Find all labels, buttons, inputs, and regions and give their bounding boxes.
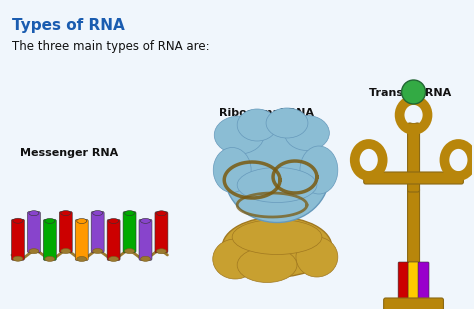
Ellipse shape — [61, 210, 71, 216]
Ellipse shape — [232, 219, 322, 255]
Ellipse shape — [93, 210, 103, 215]
FancyBboxPatch shape — [123, 212, 136, 252]
FancyBboxPatch shape — [408, 188, 419, 267]
Text: Ribosomal RNA: Ribosomal RNA — [219, 108, 314, 118]
Ellipse shape — [213, 147, 251, 193]
Ellipse shape — [225, 128, 329, 222]
FancyBboxPatch shape — [91, 211, 104, 252]
FancyBboxPatch shape — [364, 172, 464, 184]
Ellipse shape — [237, 167, 317, 202]
FancyBboxPatch shape — [11, 219, 25, 260]
FancyBboxPatch shape — [75, 219, 88, 260]
Ellipse shape — [296, 237, 338, 277]
Ellipse shape — [13, 218, 23, 223]
Ellipse shape — [266, 108, 308, 138]
Text: The three main types of RNA are:: The three main types of RNA are: — [12, 40, 210, 53]
Ellipse shape — [237, 248, 297, 282]
Ellipse shape — [109, 218, 118, 223]
Ellipse shape — [140, 256, 150, 261]
Ellipse shape — [213, 239, 257, 279]
Text: Transfer RNA: Transfer RNA — [369, 88, 451, 98]
Ellipse shape — [61, 248, 71, 253]
Ellipse shape — [45, 256, 55, 261]
Ellipse shape — [140, 218, 150, 223]
FancyBboxPatch shape — [27, 212, 40, 253]
Circle shape — [401, 80, 426, 104]
FancyBboxPatch shape — [408, 262, 419, 301]
Ellipse shape — [109, 256, 118, 261]
Ellipse shape — [214, 116, 264, 154]
FancyBboxPatch shape — [408, 123, 419, 192]
Ellipse shape — [125, 248, 135, 254]
FancyBboxPatch shape — [107, 219, 120, 260]
FancyBboxPatch shape — [59, 212, 72, 252]
Ellipse shape — [77, 218, 87, 223]
FancyBboxPatch shape — [43, 219, 56, 260]
Ellipse shape — [156, 211, 166, 216]
FancyBboxPatch shape — [155, 212, 168, 253]
Ellipse shape — [284, 116, 329, 150]
Ellipse shape — [77, 256, 87, 261]
Ellipse shape — [222, 217, 332, 277]
Text: Messenger RNA: Messenger RNA — [20, 148, 118, 158]
Ellipse shape — [300, 146, 338, 194]
Ellipse shape — [29, 211, 39, 216]
Ellipse shape — [362, 151, 376, 169]
FancyBboxPatch shape — [139, 219, 152, 260]
Ellipse shape — [29, 249, 39, 254]
Ellipse shape — [93, 248, 103, 253]
Ellipse shape — [13, 256, 23, 261]
Ellipse shape — [156, 249, 166, 254]
Ellipse shape — [237, 109, 277, 141]
FancyBboxPatch shape — [383, 298, 444, 309]
FancyBboxPatch shape — [418, 262, 429, 301]
Ellipse shape — [407, 107, 420, 123]
Ellipse shape — [45, 218, 55, 223]
Ellipse shape — [125, 210, 135, 216]
Text: Types of RNA: Types of RNA — [12, 18, 125, 33]
FancyBboxPatch shape — [398, 262, 409, 301]
Ellipse shape — [451, 151, 465, 169]
